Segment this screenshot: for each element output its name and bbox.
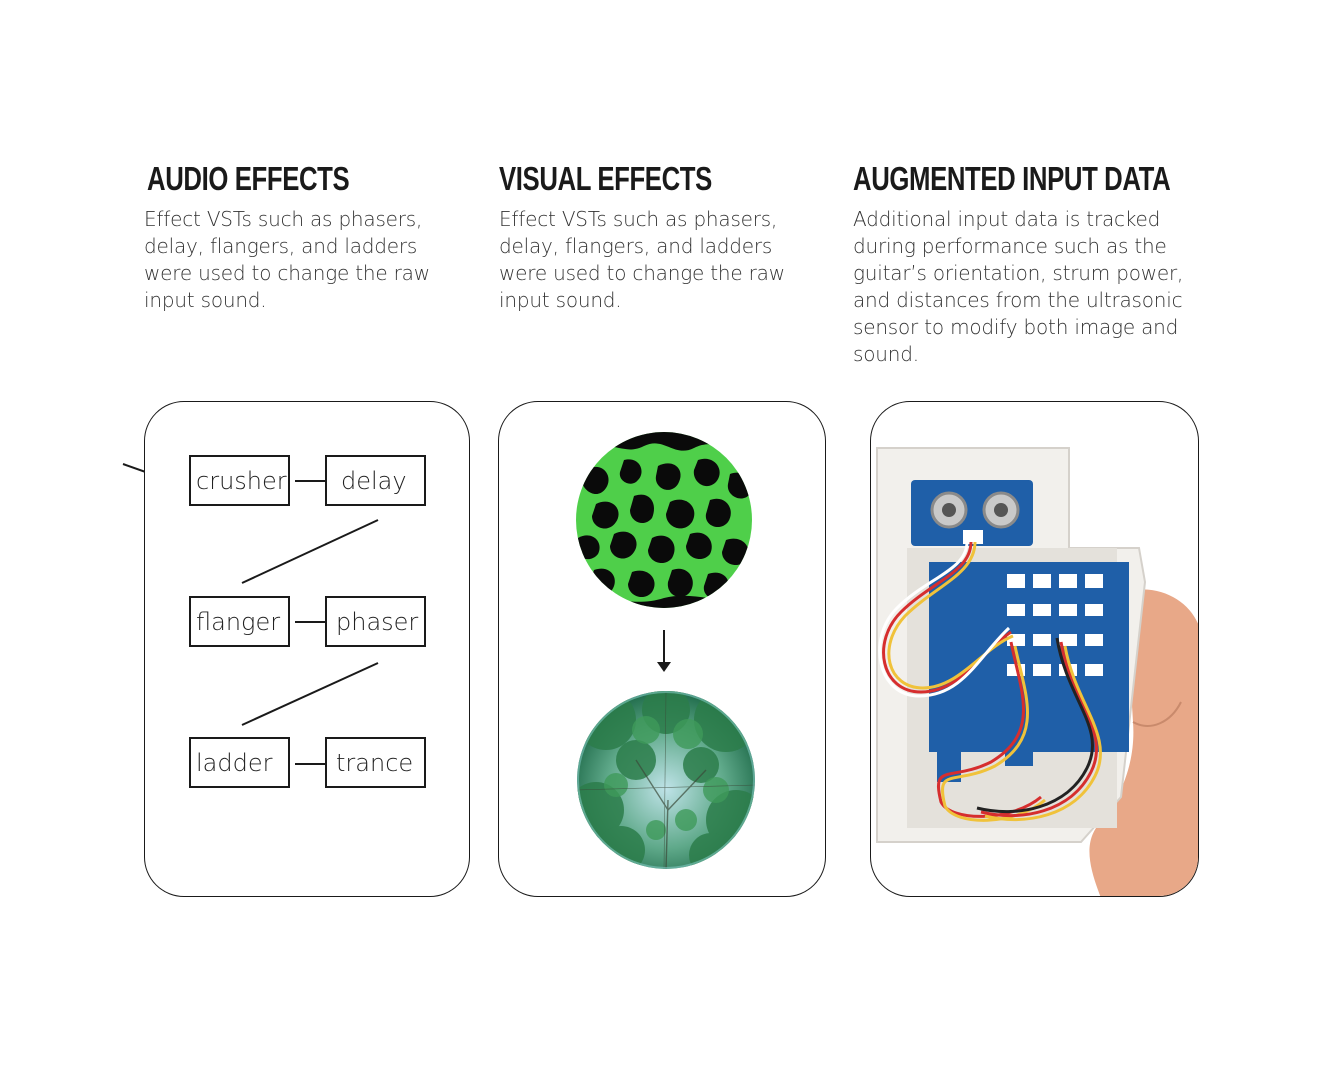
effect-node-phaser: phaser	[325, 596, 426, 647]
audio-effects-description: Effect VSTs such as phasers, delay, flan…	[144, 207, 430, 312]
effect-node-delay: delay	[325, 455, 426, 506]
visual-effects-heading: VISUAL EFFECTS	[499, 160, 712, 197]
effect-node-trance: trance	[325, 737, 426, 788]
visual-effects-panel	[498, 401, 826, 897]
audio-chain-wires	[241, 480, 379, 765]
effect-node-flanger: flanger	[189, 596, 290, 647]
effect-node-ladder: ladder	[189, 737, 290, 788]
green-pattern-image	[576, 432, 752, 608]
visual-effects-column: VISUAL EFFECTS Effect VSTs such as phase…	[499, 160, 839, 314]
audio-effects-heading: AUDIO EFFECTS	[147, 160, 350, 197]
augmented-input-column: AUGMENTED INPUT DATA Additional input da…	[853, 160, 1198, 368]
visual-effects-description: Effect VSTs such as phasers, delay, flan…	[499, 207, 785, 312]
effect-node-crusher: crusher	[189, 455, 290, 506]
tree-canopy-image	[577, 691, 755, 869]
down-arrow-icon	[657, 630, 671, 672]
augmented-input-description: Additional input data is tracked during …	[853, 207, 1184, 366]
audio-effects-column: AUDIO EFFECTS Effect VSTs such as phaser…	[144, 160, 487, 314]
audio-chain-panel: crusher delay flanger phaser ladder tran…	[144, 401, 470, 897]
sensor-box-photo	[876, 447, 1198, 896]
input-device-panel	[870, 401, 1199, 897]
augmented-input-heading: AUGMENTED INPUT DATA	[853, 160, 1171, 197]
